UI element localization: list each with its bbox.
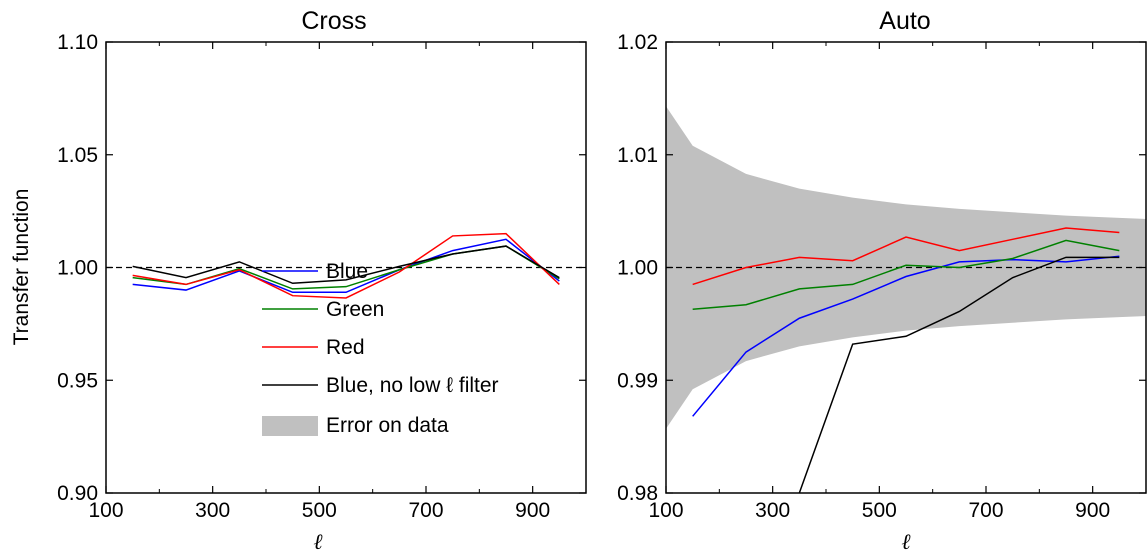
auto-y-tick-label: 1.02 (617, 31, 658, 54)
cross-y-tick-label: 1.10 (57, 31, 98, 54)
auto-x-tick-label: 500 (862, 499, 897, 522)
cross-y-tick-label: 0.90 (57, 482, 98, 505)
auto-plot-frame (665, 41, 1147, 494)
auto-series-green (692, 239, 1120, 310)
legend-label-green: Green (326, 298, 384, 321)
auto-x-axis-label: ℓ (901, 530, 911, 555)
auto-x-tick-label: 100 (648, 499, 683, 522)
cross-series-layer (132, 232, 560, 299)
auto-series-layer (692, 227, 1120, 493)
cross-x-axis-label: ℓ (313, 530, 323, 555)
cross-x-tick-label: 300 (195, 499, 230, 522)
auto-panel: Auto ℓ 100 300 500 700 900 0.98 0.99 1.00 1.01 1.… (617, 7, 1147, 555)
cross-series-blue (132, 238, 560, 294)
cross-y-tick-label: 1.05 (57, 144, 98, 167)
cross-x-tick-label: 700 (408, 499, 443, 522)
legend-swatch-error (262, 416, 318, 436)
auto-series-blue (692, 255, 1120, 417)
auto-y-tick-label: 0.98 (617, 482, 658, 505)
cross-series-blue-no-low-filter (132, 245, 560, 285)
auto-y-tick-label: 1.00 (617, 257, 658, 280)
auto-y-tick-label: 0.99 (617, 369, 658, 392)
auto-series-blue-no-low-filter (797, 256, 1120, 493)
cross-axis-ticks: 100 300 500 700 900 0.90 0.95 1.00 1.05 1.10 (57, 31, 586, 522)
auto-x-tick-label: 700 (968, 499, 1003, 522)
cross-panel: Cross Transfer function ℓ 100 300 500 700 90… (10, 7, 587, 555)
auto-series-red (692, 227, 1120, 286)
cross-y-axis-label: Transfer function (10, 189, 33, 346)
cross-y-tick-label: 1.00 (57, 257, 98, 280)
cross-y-tick-label: 0.95 (57, 369, 98, 392)
cross-panel-title: Cross (301, 7, 366, 35)
legend: Blue Green Red Blue, no low ℓ filter Err… (262, 260, 499, 437)
auto-axis-ticks: 100 300 500 700 900 0.98 0.99 1.00 1.01 1.02 (617, 31, 1146, 522)
auto-x-tick-label: 900 (1075, 499, 1110, 522)
legend-label-no-low-ell-filter: Blue, no low ℓ filter (326, 374, 499, 397)
auto-y-tick-label: 1.01 (617, 144, 658, 167)
cross-x-tick-label: 900 (515, 499, 550, 522)
auto-panel-title: Auto (879, 7, 930, 35)
cross-x-tick-label: 100 (88, 499, 123, 522)
auto-x-tick-label: 300 (755, 499, 790, 522)
cross-plot-frame (105, 41, 587, 494)
cross-x-tick-label: 500 (302, 499, 337, 522)
legend-label-error-on-data: Error on data (326, 414, 449, 437)
cross-series-red (132, 232, 560, 299)
legend-label-red: Red (326, 336, 365, 359)
legend-label-blue: Blue (326, 260, 368, 283)
